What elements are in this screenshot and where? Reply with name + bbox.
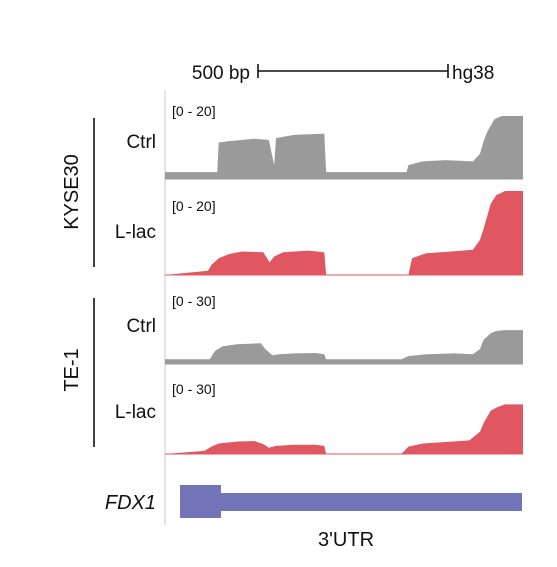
coverage-area [165,404,523,454]
group-label-te1: TE-1 [61,348,83,391]
gene-exon-block [180,485,221,518]
track-range-label: [0 - 30] [172,381,216,397]
group-label-kyse30: KYSE30 [61,154,83,230]
coverage-area [165,191,523,275]
coverage-area [165,116,523,179]
track-condition-label: Ctrl [126,132,156,153]
group-te1: TE-1 [61,298,95,447]
genome-build-label: hg38 [452,63,494,84]
gene-region-label: 3'UTR [318,529,374,551]
track-range-label: [0 - 20] [172,103,216,119]
coverage-area [165,330,523,364]
track-range-label: [0 - 20] [172,198,216,214]
gene-name-label: FDX1 [105,492,156,514]
track-condition-label: Ctrl [126,316,156,337]
track-kyse30-llac: L-lac [0 - 20] [115,191,523,276]
track-condition-label: L-lac [115,402,156,423]
track-te1-ctrl: Ctrl [0 - 30] [126,293,523,365]
gene-model: FDX1 3'UTR [105,485,522,551]
track-condition-label: L-lac [115,222,156,243]
scale-bar-label: 500 bp [192,63,250,84]
track-range-label: [0 - 30] [172,293,216,309]
group-kyse30: KYSE30 [61,118,95,267]
track-kyse30-ctrl: Ctrl [0 - 20] [126,103,523,180]
scale-bar: 500 bp hg38 [192,63,494,84]
track-te1-llac: L-lac [0 - 30] [115,381,523,455]
gene-utr-body [180,493,522,511]
